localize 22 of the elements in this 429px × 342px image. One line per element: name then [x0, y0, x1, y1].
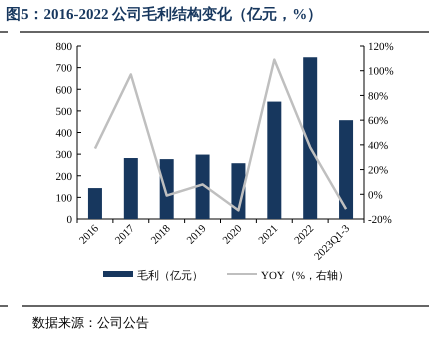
- y-tick-label: 500: [56, 106, 72, 118]
- annotation: 数据来源：公司公告: [32, 315, 149, 330]
- x-tick-label: 2021: [256, 222, 280, 247]
- title: 图5：2016-2022 公司毛利结构变化（亿元，%）: [6, 7, 322, 23]
- y2-tick-label: 60%: [368, 115, 388, 128]
- y-tick-label: 400: [56, 128, 72, 140]
- y2-tick-label: 100%: [368, 66, 394, 78]
- y2-tick-label: 0%: [368, 189, 383, 202]
- legend-label: 毛利（亿元）: [137, 269, 203, 282]
- y2-tick-label: 40%: [368, 140, 388, 152]
- y-tick-label: 700: [56, 62, 72, 75]
- y2-tick-label: 120%: [368, 41, 394, 53]
- y-tick-label: 300: [56, 149, 72, 162]
- y2-tick-label: 20%: [368, 164, 388, 177]
- y-tick-label: 0: [66, 214, 72, 226]
- legend-label: YOY（%，右轴）: [261, 269, 349, 282]
- y2-tick-label: 80%: [368, 90, 388, 102]
- y2-tick-label: -20%: [368, 214, 392, 226]
- y-tick-label: 100: [56, 192, 72, 204]
- y-tick-label: 800: [56, 41, 72, 53]
- y-tick-label: 600: [56, 84, 72, 96]
- y-tick-label: 200: [56, 170, 72, 183]
